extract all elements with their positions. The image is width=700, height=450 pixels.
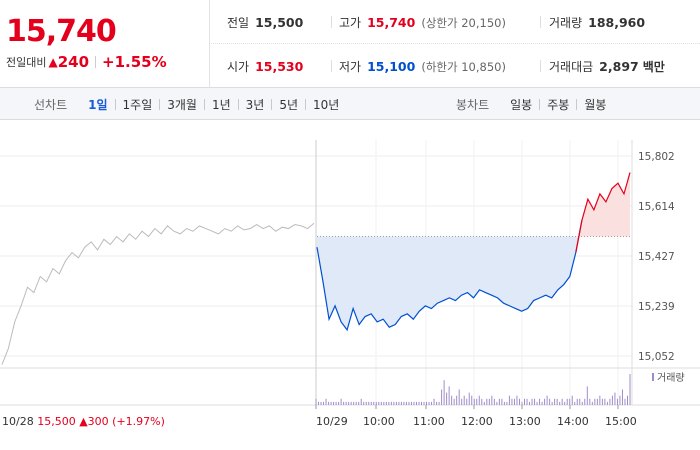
divider — [576, 98, 578, 110]
divider — [540, 16, 541, 28]
divider — [540, 60, 541, 72]
stat-label: 시가 — [227, 60, 250, 74]
tab-1y[interactable]: 1년 — [211, 97, 231, 112]
stat-value: 15,100 — [367, 59, 416, 74]
stat-high: 고가 15,740 (상한가 20,150) — [339, 14, 506, 31]
change-value: 240 — [57, 53, 90, 71]
divider — [159, 98, 161, 110]
divider — [237, 98, 239, 110]
volume-legend-label: 거래량 — [657, 372, 685, 384]
stat-value: 15,500 — [255, 15, 304, 30]
up-area — [575, 172, 630, 253]
prev-day-price: 15,500 — [37, 415, 79, 428]
x-tick-label: 10:00 — [363, 415, 395, 428]
today-line-down — [316, 220, 583, 332]
price-summary: 15,740 전일대비 ▲ 240 +1.55% — [0, 0, 210, 88]
stat-label: 거래대금 — [549, 60, 594, 74]
y-tick-label: 15,802 — [638, 151, 675, 163]
volume-legend-swatch — [652, 373, 654, 381]
stat-label: 거래량 — [549, 16, 583, 30]
stats-row-1: 전일 15,500 고가 15,740 (상한가 20,150) 거래량 188… — [211, 0, 700, 44]
stat-unit: 백만 — [642, 60, 665, 74]
x-tick-label: 10/29 — [316, 415, 348, 428]
y-tick-label: 15,427 — [638, 251, 675, 263]
divider — [95, 56, 97, 68]
x-tick-label: 12:00 — [461, 415, 493, 428]
stat-open: 시가 15,530 — [227, 58, 303, 75]
y-tick-label: 15,239 — [638, 301, 675, 313]
stat-value: 188,960 — [588, 15, 646, 30]
divider — [331, 16, 332, 28]
stat-value: 15,740 — [367, 15, 416, 30]
tab-1w[interactable]: 1주일 — [122, 97, 153, 112]
down-area — [317, 220, 582, 330]
stat-value: 2,897 — [599, 59, 639, 74]
today-line-up — [575, 172, 631, 253]
divider — [539, 98, 541, 110]
x-tick-label: 14:00 — [557, 415, 589, 428]
tab-3y[interactable]: 3년 — [245, 97, 265, 112]
line-chart-title: 선차트 — [34, 97, 68, 112]
tab-1d[interactable]: 1일 — [88, 97, 108, 112]
divider — [331, 60, 332, 72]
chart-tabs-bar: 선차트 1일 1주일 3개월 1년 3년 5년 10년 봉차트 일봉 주봉 월봉 — [0, 88, 700, 120]
price-chart-svg[interactable]: 15,802 15,614 15,427 15,239 15,052 거래량 10/29 10… — [0, 120, 700, 450]
change-percent: +1.55% — [102, 53, 167, 71]
y-tick-label: 15,614 — [638, 201, 675, 213]
current-price: 15,740 — [6, 14, 117, 49]
quote-header: 15,740 전일대비 ▲ 240 +1.55% 전일 15,500 고가 15… — [0, 0, 700, 88]
candle-chart-tabs: 봉차트 일봉 주봉 월봉 — [456, 88, 613, 120]
tab-daily[interactable]: 일봉 — [510, 97, 533, 112]
stat-prev-close: 전일 15,500 — [227, 14, 303, 31]
divider — [305, 98, 307, 110]
prev-day-line — [1, 222, 315, 365]
line-chart-tabs: 선차트 1일 1주일 3개월 1년 3년 5년 10년 — [34, 88, 346, 120]
tab-monthly[interactable]: 월봉 — [584, 97, 607, 112]
stat-label: 고가 — [339, 16, 362, 30]
stat-sub: (하한가 10,850) — [421, 59, 506, 74]
divider — [271, 98, 273, 110]
price-stats: 전일 15,500 고가 15,740 (상한가 20,150) 거래량 188… — [211, 0, 700, 88]
x-tick-label: 11:00 — [413, 415, 445, 428]
price-chart[interactable]: 15,802 15,614 15,427 15,239 15,052 거래량 10/29 10… — [0, 120, 700, 450]
candle-chart-title: 봉차트 — [456, 97, 490, 112]
stat-sub: (상한가 20,150) — [421, 15, 506, 30]
divider — [203, 98, 205, 110]
tab-weekly[interactable]: 주봉 — [547, 97, 570, 112]
tab-10y[interactable]: 10년 — [313, 97, 340, 112]
tab-5y[interactable]: 5년 — [279, 97, 299, 112]
stat-value: 15,530 — [255, 59, 304, 74]
prev-day-change: 300 — [88, 415, 113, 428]
stat-label: 전일 — [227, 16, 250, 30]
stats-row-2: 시가 15,530 저가 15,100 (하한가 10,850) 거래대금 2,… — [211, 44, 700, 88]
change-label: 전일대비 — [6, 56, 47, 69]
up-arrow-icon: ▲ — [48, 55, 58, 69]
prev-day-summary: 10/28 15,500 ▲300 (+1.97%) — [2, 415, 165, 428]
divider — [114, 98, 116, 110]
x-tick-label: 15:00 — [605, 415, 637, 428]
stat-low: 저가 15,100 (하한가 10,850) — [339, 58, 506, 75]
x-tick-label: 13:00 — [509, 415, 541, 428]
up-arrow-icon: ▲ — [79, 415, 88, 428]
stat-amount: 거래대금 2,897 백만 — [549, 58, 665, 75]
stat-label: 저가 — [339, 60, 362, 74]
tab-3m[interactable]: 3개월 — [167, 97, 197, 112]
stat-volume: 거래량 188,960 — [549, 14, 645, 31]
y-tick-label: 15,052 — [638, 351, 675, 363]
prev-day-pct: (+1.97%) — [112, 415, 165, 428]
change-line: 전일대비 ▲ 240 +1.55% — [6, 53, 167, 71]
prev-day-date: 10/28 — [2, 415, 37, 428]
